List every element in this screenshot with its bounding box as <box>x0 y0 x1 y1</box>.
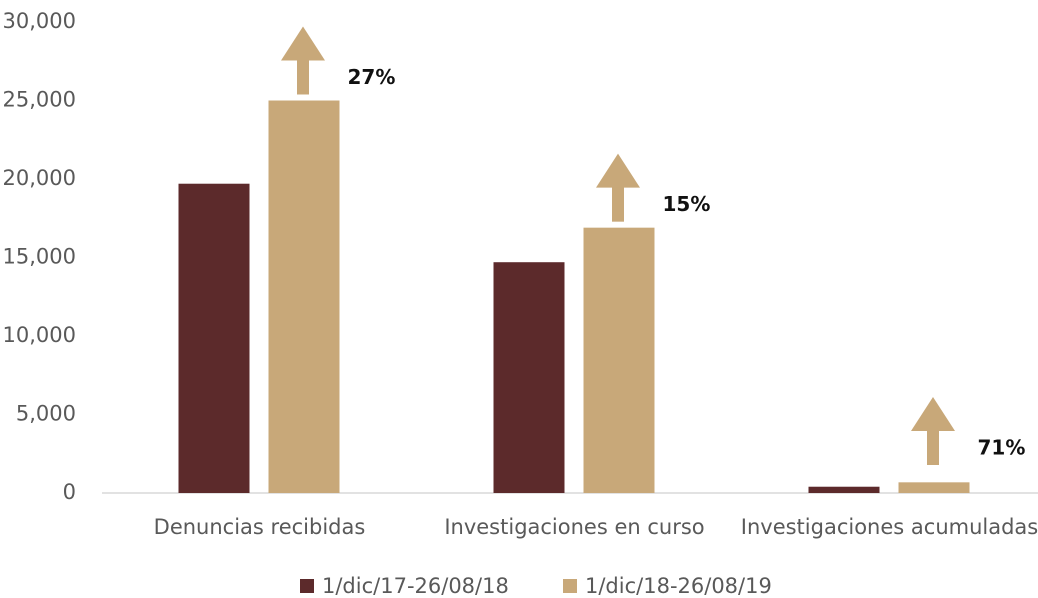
y-tick-label: 10,000 <box>3 323 76 347</box>
y-tick-label: 20,000 <box>3 166 76 190</box>
annotation: 27% <box>348 65 396 89</box>
arrow-shaft <box>297 59 309 95</box>
annotation: 15% <box>663 192 711 216</box>
y-tick-label: 25,000 <box>3 88 76 112</box>
bar <box>268 100 340 493</box>
arrow-head <box>911 397 955 431</box>
legend-label: 1/dic/18-26/08/19 <box>585 574 772 598</box>
annotation: 71% <box>978 436 1026 460</box>
x-tick-label: Denuncias recibidas <box>154 515 366 539</box>
y-tick-label: 30,000 <box>3 9 76 33</box>
bar <box>178 183 250 493</box>
y-tick-label: 15,000 <box>3 245 76 269</box>
bar <box>898 482 970 493</box>
y-tick-label: 0 <box>63 480 76 504</box>
x-tick-label: Investigaciones en curso <box>444 515 704 539</box>
arrow-shaft <box>612 186 624 222</box>
legend-label: 1/dic/17-26/08/18 <box>322 574 509 598</box>
arrow-head <box>281 26 325 61</box>
bar <box>808 486 880 493</box>
legend-swatch <box>563 579 577 593</box>
bar <box>493 262 565 493</box>
arrow-shaft <box>927 430 939 465</box>
bar <box>583 227 655 494</box>
arrow-head <box>596 153 640 188</box>
y-tick-label: 5,000 <box>16 402 76 426</box>
x-tick-label: Investigaciones acumuladas <box>741 515 1038 539</box>
legend-swatch <box>300 579 314 593</box>
